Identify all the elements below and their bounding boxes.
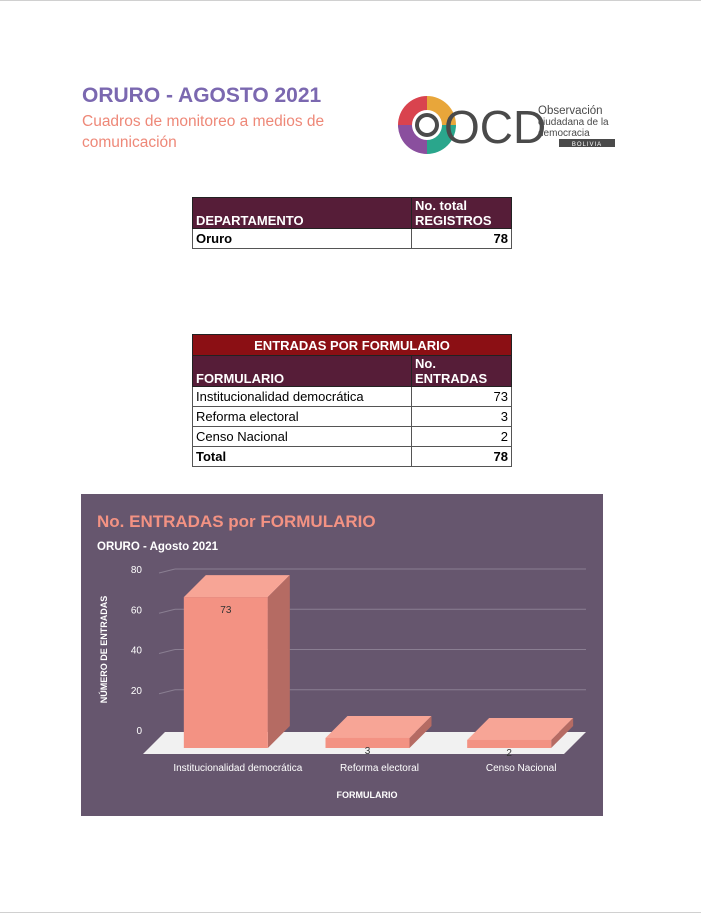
entries-bar-chart: No. ENTRADAS por FORMULARIO ORURO - Agost… xyxy=(81,494,603,816)
summary-table: DEPARTAMENTO No. total REGISTROS Oruro 7… xyxy=(192,197,512,249)
data-label: 2 xyxy=(506,748,512,759)
gridline-depth xyxy=(158,689,176,695)
x-axis-title: FORMULARIO xyxy=(337,790,398,800)
x-tick-label: Censo Nacional xyxy=(486,763,557,774)
header-no-line1: No. xyxy=(415,356,436,371)
total-value-cell: 78 xyxy=(411,446,512,467)
bar xyxy=(325,737,410,748)
value-cell: 73 xyxy=(411,386,512,407)
header-formulario: FORMULARIO xyxy=(192,355,412,387)
y-tick-label: 60 xyxy=(131,605,143,616)
chart-background xyxy=(81,494,603,816)
bar-top xyxy=(183,575,290,598)
table-row: Censo Nacional 2 xyxy=(192,426,512,447)
entries-header-row: FORMULARIO No. ENTRADAS xyxy=(192,355,512,387)
summary-row: Oruro 78 xyxy=(192,228,512,249)
header-departamento: DEPARTAMENTO xyxy=(192,197,412,229)
entries-banner-row: ENTRADAS POR FORMULARIO xyxy=(192,334,512,356)
data-label: 73 xyxy=(220,605,232,616)
y-axis-title: NÚMERO DE ENTRADAS xyxy=(98,596,109,704)
bar-top xyxy=(467,717,574,740)
ocd-logo: OCD Observación ciudadana de la democrac… xyxy=(398,96,615,154)
form-cell: Censo Nacional xyxy=(192,426,412,447)
header-no-entradas: No. ENTRADAS xyxy=(411,355,512,387)
gridline-depth xyxy=(158,568,176,574)
ocd-line2: ciudadana de la xyxy=(538,117,609,128)
ocd-letters: OCD xyxy=(444,101,546,153)
bar xyxy=(183,597,268,748)
entries-table: ENTRADAS POR FORMULARIO FORMULARIO No. E… xyxy=(192,334,512,467)
bottom-page-rule xyxy=(0,912,701,913)
ocd-line3: democracia xyxy=(538,128,590,139)
top-page-rule xyxy=(0,0,701,1)
table-row: Institucionalidad democrática 73 xyxy=(192,386,512,407)
entries-banner: ENTRADAS POR FORMULARIO xyxy=(192,334,512,356)
bar-side xyxy=(551,717,574,748)
bar-side xyxy=(267,575,290,748)
bar-top xyxy=(325,715,432,738)
x-tick-label: Reforma electoral xyxy=(340,763,419,774)
y-tick-label: 0 xyxy=(136,726,142,737)
ocd-line1: Observación xyxy=(538,105,603,117)
total-row: Total 78 xyxy=(192,446,512,467)
gridline-depth xyxy=(158,649,176,654)
ocd-country-bar xyxy=(559,139,615,147)
page-title: ORURO - AGOSTO 2021 xyxy=(82,84,322,107)
header-total-line2: REGISTROS xyxy=(415,213,492,228)
bar-side xyxy=(409,715,432,748)
header-no-line2: ENTRADAS xyxy=(415,371,488,386)
bar xyxy=(467,739,552,748)
summary-dept-cell: Oruro xyxy=(192,228,412,249)
value-cell: 2 xyxy=(411,426,512,447)
header-total-registros: No. total REGISTROS xyxy=(411,197,512,229)
chart-title: No. ENTRADAS por FORMULARIO xyxy=(97,512,376,531)
summary-total-cell: 78 xyxy=(411,228,512,249)
page-subtitle: Cuadros de monitoreo a medios de comunic… xyxy=(82,113,325,151)
ocd-ring-icon xyxy=(398,96,456,154)
data-label: 3 xyxy=(365,746,371,757)
chart-subtitle: ORURO - Agosto 2021 xyxy=(97,541,219,553)
x-tick-label: Institucionalidad democrática xyxy=(173,763,302,774)
y-tick-label: 40 xyxy=(131,646,143,657)
header-total-line1: No. total xyxy=(415,198,467,213)
form-cell: Reforma electoral xyxy=(192,406,412,427)
y-tick-label: 20 xyxy=(131,686,143,697)
summary-header-row: DEPARTAMENTO No. total REGISTROS xyxy=(192,197,512,229)
y-tick-label: 80 xyxy=(131,565,143,576)
ocd-country: BOLIVIA xyxy=(572,142,602,148)
gridline-depth xyxy=(158,608,176,614)
total-label-cell: Total xyxy=(192,446,412,467)
table-row: Reforma electoral 3 xyxy=(192,406,512,427)
value-cell: 3 xyxy=(411,406,512,427)
form-cell: Institucionalidad democrática xyxy=(192,386,412,407)
